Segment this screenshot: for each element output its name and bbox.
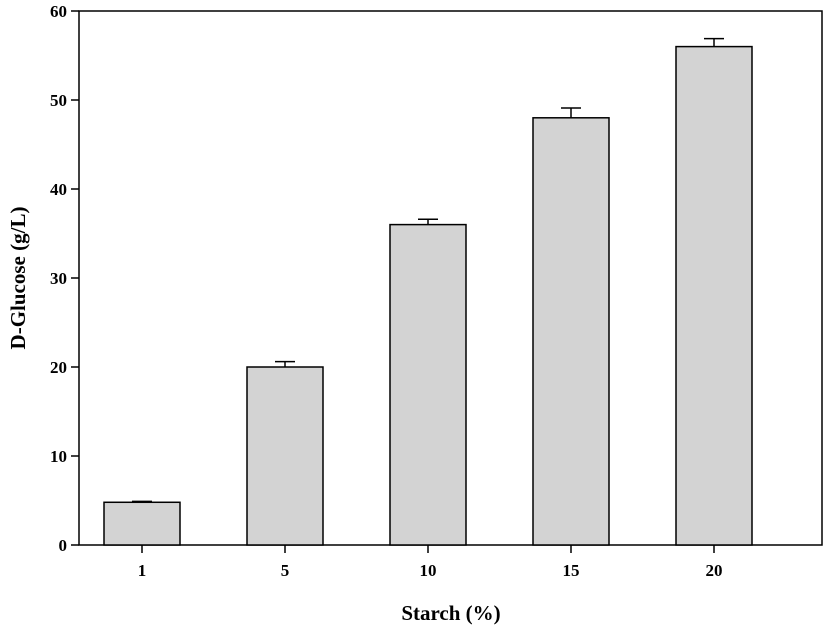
y-axis: 0 10 20 30 40 50 60 bbox=[50, 2, 79, 555]
x-tick-label: 15 bbox=[563, 561, 580, 580]
x-axis-title: Starch (%) bbox=[401, 601, 500, 625]
y-tick-label: 60 bbox=[50, 2, 67, 21]
y-tick-label: 0 bbox=[59, 536, 68, 555]
bar bbox=[675, 45, 753, 546]
y-tick-label: 20 bbox=[50, 358, 67, 377]
x-tick-label: 1 bbox=[138, 561, 147, 580]
bar bbox=[103, 501, 181, 546]
bar bbox=[246, 366, 324, 546]
y-tick-label: 40 bbox=[50, 180, 67, 199]
bar bbox=[532, 117, 610, 546]
y-tick-label: 30 bbox=[50, 269, 67, 288]
y-axis-title: D-Glucose (g/L) bbox=[6, 207, 30, 350]
x-tick-label: 5 bbox=[281, 561, 290, 580]
y-tick-label: 10 bbox=[50, 447, 67, 466]
bar bbox=[389, 223, 467, 546]
x-axis: 1 5 10 15 20 bbox=[138, 545, 723, 580]
x-tick-label: 10 bbox=[420, 561, 437, 580]
y-tick-label: 50 bbox=[50, 91, 67, 110]
bar-series bbox=[103, 37, 753, 546]
x-tick-label: 20 bbox=[706, 561, 723, 580]
